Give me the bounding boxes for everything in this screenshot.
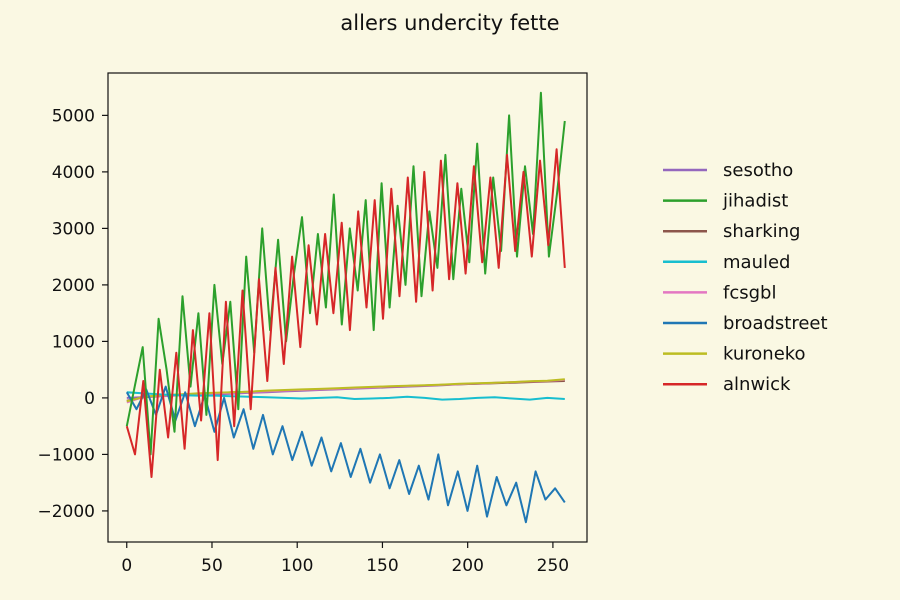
y-tick-label: 3000 bbox=[52, 219, 95, 239]
legend-label-fcsgbl: fcsgbl bbox=[723, 282, 776, 303]
x-tick-label: 200 bbox=[451, 556, 483, 576]
y-axis: −2000 −1000 0 1000 2000 3000 4000 5000 bbox=[37, 106, 108, 522]
x-tick-label: 150 bbox=[366, 556, 398, 576]
series-lines bbox=[125, 91, 566, 524]
y-tick-label: −1000 bbox=[37, 445, 95, 465]
chart-title: allers undercity fette bbox=[340, 11, 559, 35]
plot-frame bbox=[107, 72, 588, 543]
y-tick-label: 1000 bbox=[52, 332, 95, 352]
x-tick-label: 50 bbox=[201, 556, 223, 576]
legend-label-mauled: mauled bbox=[723, 252, 790, 273]
series-line-kuroneko bbox=[126, 378, 565, 403]
x-tick-label: 250 bbox=[537, 556, 569, 576]
legend-label-broadstreet: broadstreet bbox=[723, 313, 828, 334]
plot-area bbox=[107, 72, 588, 543]
legend-label-sesotho: sesotho bbox=[723, 160, 793, 181]
y-tick-label: 4000 bbox=[52, 163, 95, 183]
x-axis: 0 50 100 150 200 250 bbox=[121, 542, 569, 576]
legend-label-kuroneko: kuroneko bbox=[723, 344, 806, 365]
x-tick-label: 0 bbox=[121, 556, 132, 576]
x-tick-label: 100 bbox=[281, 556, 313, 576]
y-tick-label: 2000 bbox=[52, 276, 95, 296]
legend-label-alnwick: alnwick bbox=[723, 374, 791, 395]
y-tick-label: 0 bbox=[84, 389, 95, 409]
legend: sesotho jihadist sharking mauled fcsgbl broad… bbox=[663, 160, 828, 395]
series-line-alnwick bbox=[125, 148, 566, 478]
legend-label-sharking: sharking bbox=[723, 221, 800, 242]
legend-label-jihadist: jihadist bbox=[722, 191, 788, 212]
y-tick-label: 5000 bbox=[52, 106, 95, 126]
y-tick-label: −2000 bbox=[37, 502, 95, 522]
